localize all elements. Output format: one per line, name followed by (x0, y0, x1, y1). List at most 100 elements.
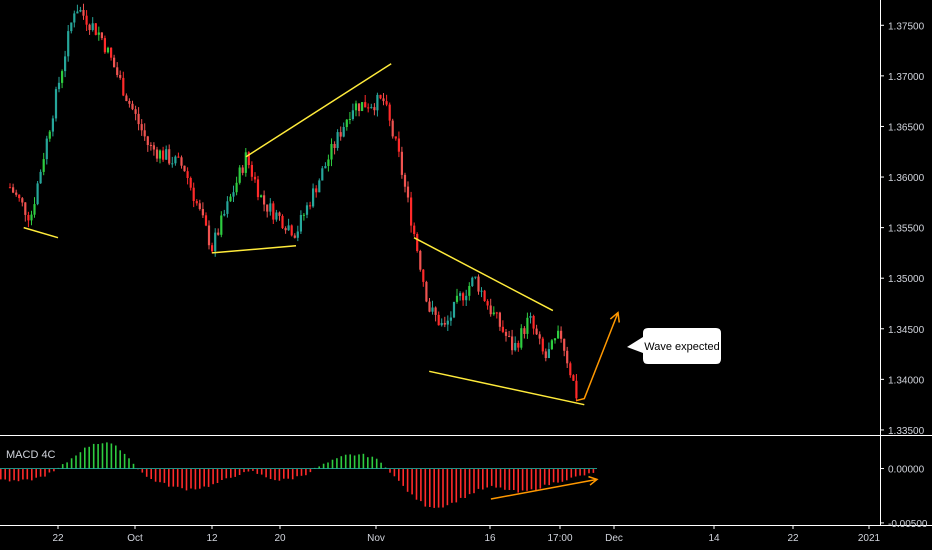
candle-body (67, 31, 70, 57)
macd-bar (110, 443, 113, 469)
macd-bar (194, 468, 197, 490)
candle-body (24, 202, 27, 215)
trendline-4[interactable] (245, 63, 392, 158)
macd-indicator-label[interactable]: MACD 4C (6, 449, 56, 461)
candle-body (275, 212, 278, 220)
candle-body (449, 317, 452, 321)
macd-bar (358, 454, 360, 469)
macd-bar (101, 443, 104, 469)
macd-bar (557, 468, 559, 483)
macd-bar (433, 468, 435, 508)
candle-body (220, 215, 223, 235)
candle-body (354, 103, 358, 111)
price-annotations (23, 63, 621, 406)
candle-body (302, 214, 305, 216)
trendline-1[interactable] (23, 226, 59, 239)
candle-body (431, 307, 434, 312)
candle-body (452, 301, 456, 318)
macd-bar (486, 468, 488, 488)
candle-body (489, 305, 492, 315)
macd-bar (437, 468, 440, 508)
macd-bar (163, 468, 166, 483)
macd-bar (477, 468, 480, 489)
candle-body (455, 295, 459, 302)
time-tick-label: 14 (708, 533, 720, 544)
candle-body (125, 95, 128, 101)
candle-body (309, 205, 312, 207)
macd-bar (70, 458, 73, 469)
candle-body (198, 203, 201, 209)
price-axis[interactable]: 1.37500 1.37000 1.36500 1.36000 1.35500 1.350… (880, 21, 925, 437)
macd-bar (468, 468, 471, 495)
callout-text: Wave expected (644, 341, 719, 353)
macd-bar (17, 468, 20, 482)
macd-axis[interactable]: 0.00000 -0.00500 (880, 465, 928, 530)
candle-body (358, 103, 361, 111)
projection-arrow-line[interactable] (576, 312, 619, 402)
macd-bar (168, 468, 170, 487)
time-tick-label: Dec (605, 533, 623, 544)
candle-body (214, 232, 217, 252)
candle-body (321, 168, 324, 181)
candle-body (180, 157, 183, 166)
macd-bar (482, 468, 484, 490)
wave-expected-callout[interactable]: Wave expected (627, 328, 721, 364)
candle-body (305, 205, 309, 215)
candle-body (416, 234, 419, 251)
trendline-6[interactable] (413, 237, 554, 312)
macd-bar (543, 468, 546, 485)
candle-body (177, 156, 180, 158)
candle-body (547, 349, 550, 358)
macd-bar (340, 456, 343, 469)
candle-body (394, 136, 397, 139)
candle-body (217, 232, 220, 235)
price-tick-label: 1.36000 (888, 173, 925, 184)
price-pane[interactable] (8, 3, 578, 402)
macd-bar (552, 468, 555, 483)
time-axis[interactable]: 22 Oct 12 20 Nov 16 17:00 Dec 14 22 2021 (52, 525, 881, 544)
macd-bar (353, 455, 356, 469)
macd-bar (260, 468, 263, 475)
macd-pane[interactable] (0, 442, 599, 508)
macd-divergence-arrow-line[interactable] (490, 478, 598, 500)
trendline-5[interactable] (429, 370, 585, 406)
candle-body (146, 136, 149, 145)
candle-body (541, 338, 544, 352)
macd-bar (305, 468, 307, 476)
candle-body (293, 235, 296, 238)
candle-body (100, 32, 103, 39)
candle-body (207, 225, 211, 246)
candle-body (517, 343, 520, 348)
macd-bar (375, 458, 378, 469)
macd-bar (420, 468, 422, 502)
candle-body (324, 166, 327, 169)
candle-body (238, 167, 241, 183)
candle-body (560, 330, 563, 339)
macd-bar (8, 468, 11, 482)
candle-body (397, 138, 400, 152)
candle-body (315, 188, 318, 193)
candle-body (410, 197, 413, 226)
candle-body (553, 338, 557, 341)
candle-body (523, 328, 526, 334)
candle-body (131, 103, 134, 110)
macd-bar (504, 468, 506, 490)
candle-body (73, 13, 76, 23)
macd-bar (442, 468, 444, 508)
trendline-3[interactable] (211, 245, 297, 254)
macd-bar (371, 456, 374, 469)
candle-body (211, 245, 214, 252)
macd-bar (398, 468, 400, 481)
time-tick-label: 16 (484, 533, 496, 544)
candle-body (465, 295, 468, 301)
macd-bar (265, 468, 267, 478)
candle-body (134, 109, 137, 114)
candle-body (367, 107, 370, 109)
candle-body (422, 269, 425, 282)
candle-body (79, 10, 82, 12)
macd-bar (256, 468, 259, 474)
macd-bar (566, 468, 568, 481)
time-tick-label: Nov (367, 533, 385, 544)
macd-bar (0, 468, 2, 480)
